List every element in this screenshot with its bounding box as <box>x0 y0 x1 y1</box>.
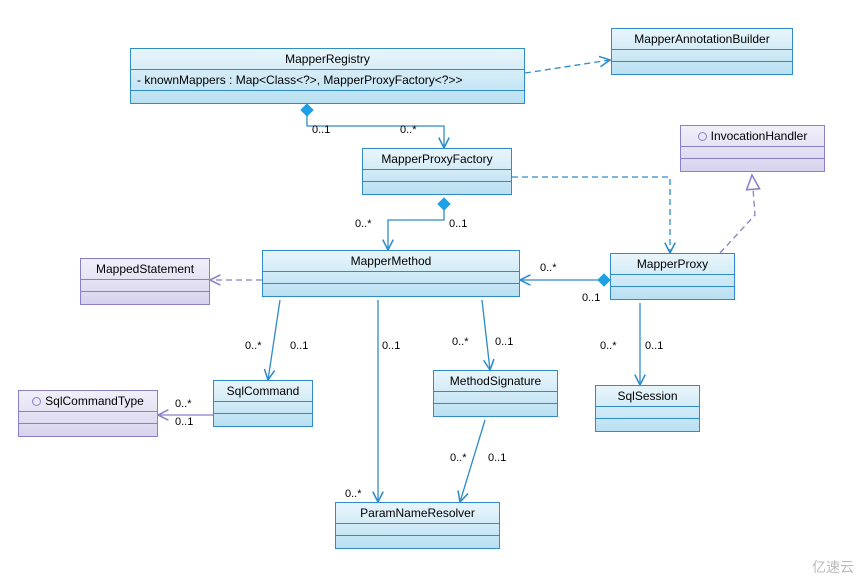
class-ops <box>611 287 734 299</box>
class-title: MapperProxy <box>611 254 734 275</box>
class-attrs-empty <box>434 392 557 404</box>
class-mapper-annotation-builder: MapperAnnotationBuilder <box>611 28 793 75</box>
multiplicity-label: 0..1 <box>382 340 400 352</box>
class-title: MethodSignature <box>434 371 557 392</box>
class-ops <box>263 284 519 296</box>
edge-proxyfactory-to-proxy <box>512 177 670 253</box>
class-name: SqlCommandType <box>45 394 144 408</box>
multiplicity-label: 0..* <box>400 124 417 136</box>
class-attr: - knownMappers : Map<Class<?>, MapperPro… <box>131 70 524 91</box>
multiplicity-label: 0..* <box>452 336 469 348</box>
class-title: ParamNameResolver <box>336 503 499 524</box>
class-sql-command: SqlCommand <box>213 380 313 427</box>
composition-diamond <box>301 104 313 116</box>
edge-method-assoc-cmd <box>268 300 280 380</box>
class-attrs-empty <box>19 412 157 424</box>
class-attrs-empty <box>611 275 734 287</box>
class-title: SqlSession <box>596 386 699 407</box>
class-attrs-empty <box>596 407 699 419</box>
class-mapped-statement: MappedStatement <box>80 258 210 305</box>
edge-method-assoc-sig <box>482 300 490 370</box>
class-ops <box>681 159 824 171</box>
composition-diamond <box>598 274 610 286</box>
class-title: MappedStatement <box>81 259 209 280</box>
composition-diamond <box>438 198 450 210</box>
multiplicity-label: 0..1 <box>582 292 600 304</box>
edge-reg-to-builder <box>525 60 610 73</box>
class-ops <box>612 62 792 74</box>
class-param-name-resolver: ParamNameResolver <box>335 502 500 549</box>
class-ops <box>19 424 157 436</box>
class-title: SqlCommand <box>214 381 312 402</box>
class-attrs-empty <box>336 524 499 536</box>
multiplicity-label: 0..1 <box>645 340 663 352</box>
class-attrs-empty <box>612 50 792 62</box>
class-title: MapperAnnotationBuilder <box>612 29 792 50</box>
multiplicity-label: 0..* <box>450 452 467 464</box>
class-ops <box>596 419 699 431</box>
class-ops <box>363 182 511 194</box>
class-title: MapperMethod <box>263 251 519 272</box>
class-ops <box>434 404 557 416</box>
class-sql-session: SqlSession <box>595 385 700 432</box>
class-mapper-registry: MapperRegistry - knownMappers : Map<Clas… <box>130 48 525 104</box>
class-name: InvocationHandler <box>711 129 808 143</box>
interface-invocation-handler: InvocationHandler <box>680 125 825 172</box>
multiplicity-label: 0..1 <box>175 416 193 428</box>
multiplicity-label: 0..* <box>540 262 557 274</box>
class-title: MapperProxyFactory <box>363 149 511 170</box>
multiplicity-label: 0..* <box>345 488 362 500</box>
interface-sql-command-type: SqlCommandType <box>18 390 158 437</box>
edge-proxy-realize-handler <box>720 175 755 253</box>
class-attrs-empty <box>81 280 209 292</box>
multiplicity-label: 0..1 <box>312 124 330 136</box>
class-attrs-empty <box>263 272 519 284</box>
multiplicity-label: 0..1 <box>488 452 506 464</box>
watermark: 亿速云 <box>812 557 854 577</box>
class-mapper-proxy-factory: MapperProxyFactory <box>362 148 512 195</box>
class-title: MapperRegistry <box>131 49 524 70</box>
class-attrs-empty <box>214 402 312 414</box>
multiplicity-label: 0..1 <box>449 218 467 230</box>
class-title: SqlCommandType <box>19 391 157 412</box>
class-ops <box>131 91 524 103</box>
edge-proxyfactory-comp-method <box>388 198 444 250</box>
multiplicity-label: 0..1 <box>290 340 308 352</box>
class-method-signature: MethodSignature <box>433 370 558 417</box>
class-mapper-proxy: MapperProxy <box>610 253 735 300</box>
interface-icon <box>698 132 707 141</box>
class-attrs-empty <box>681 147 824 159</box>
interface-icon <box>32 397 41 406</box>
class-title: InvocationHandler <box>681 126 824 147</box>
class-mapper-method: MapperMethod <box>262 250 520 297</box>
class-ops <box>81 292 209 304</box>
class-ops <box>336 536 499 548</box>
class-ops <box>214 414 312 426</box>
multiplicity-label: 0..* <box>245 340 262 352</box>
class-attrs-empty <box>363 170 511 182</box>
multiplicity-label: 0..* <box>355 218 372 230</box>
multiplicity-label: 0..* <box>175 398 192 410</box>
multiplicity-label: 0..1 <box>495 336 513 348</box>
multiplicity-label: 0..* <box>600 340 617 352</box>
